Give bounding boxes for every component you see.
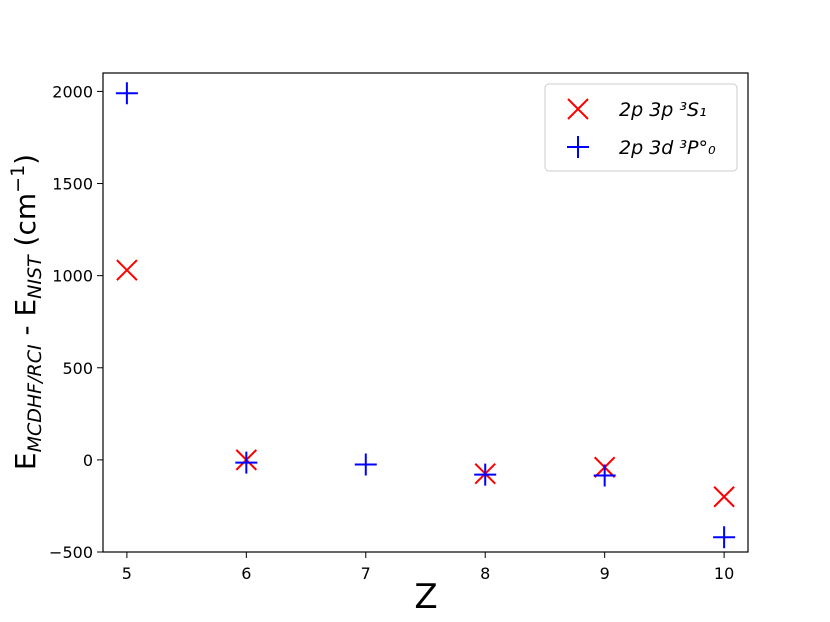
- x-tick-label: 9: [600, 564, 610, 583]
- y-label-part: ): [9, 154, 42, 165]
- y-label-part: (cm: [9, 193, 42, 256]
- point: [115, 82, 138, 105]
- point: [713, 526, 736, 549]
- y-tick-label: 1000: [52, 267, 93, 286]
- y-tick-label: 500: [62, 359, 93, 378]
- y-label-sup: −1: [7, 165, 29, 193]
- point: [235, 451, 258, 474]
- y-tick-label: −500: [49, 543, 93, 562]
- x-tick-label: 10: [714, 564, 734, 583]
- point: [116, 259, 138, 281]
- x-tick-label: 6: [241, 564, 251, 583]
- x-tick-label: 7: [361, 564, 371, 583]
- y-label-part: E: [9, 452, 42, 470]
- legend-label: 2p 3d ³P°₀: [619, 137, 716, 159]
- y-tick-label: 0: [83, 451, 93, 470]
- y-tick-label: 1500: [52, 175, 93, 194]
- x-tick-label: 5: [122, 564, 132, 583]
- y-label-sub: NIST: [24, 254, 46, 299]
- legend-label: 2p 3p ³S₁: [619, 99, 707, 121]
- point: [474, 463, 497, 486]
- y-tick-label: 2000: [52, 82, 93, 101]
- legend-marker: [567, 98, 589, 120]
- plot-frame: [102, 72, 749, 553]
- point: [354, 453, 377, 476]
- y-label-part: - E: [9, 299, 42, 345]
- point: [713, 486, 735, 508]
- y-axis-label: EMCDHF/RCI - ENIST (cm−1): [7, 154, 46, 470]
- x-tick-label: 8: [480, 564, 490, 583]
- point: [593, 464, 616, 487]
- legend-box: [544, 83, 738, 172]
- y-label-sub: MCDHF/RCI: [24, 344, 46, 452]
- x-axis-label: Z: [414, 577, 437, 617]
- legend-marker: [567, 136, 589, 158]
